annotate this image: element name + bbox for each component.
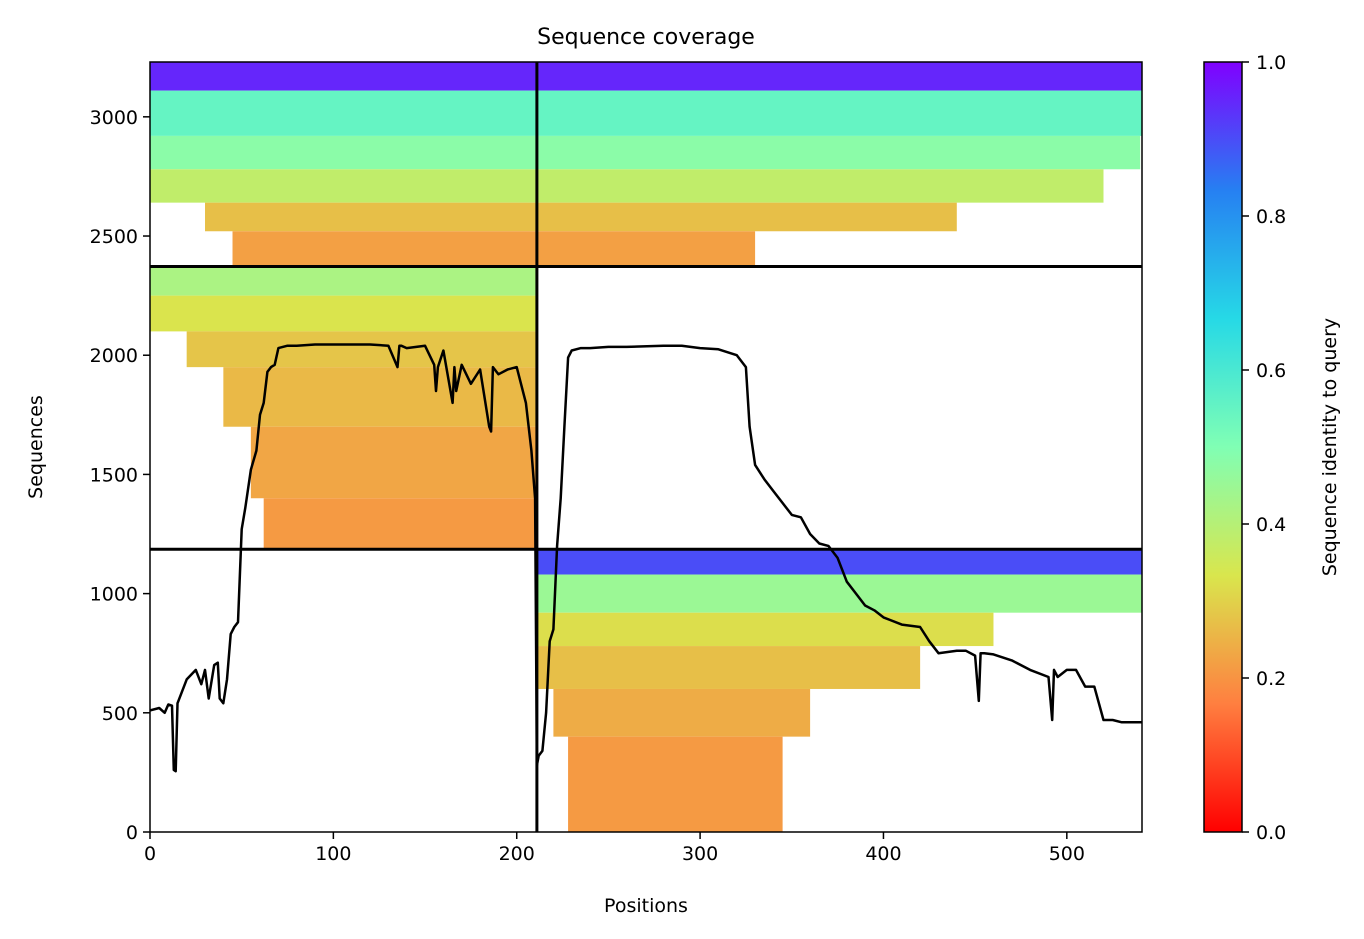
- coverage-span-1-5: [263, 498, 537, 550]
- coverage-span-0-2: [150, 90, 537, 136]
- coverage-span-2-5: [568, 736, 783, 832]
- x-axis-label: Positions: [604, 895, 688, 917]
- coverage-span-0-5: [536, 135, 1141, 170]
- colorbar-tick-label: 0.2: [1256, 668, 1286, 690]
- y-tick-label: 2000: [90, 345, 138, 367]
- x-tick-label: 400: [865, 843, 901, 865]
- coverage-span-0-7: [536, 169, 1104, 203]
- chart-title: Sequence coverage: [537, 25, 755, 50]
- coverage-span-0-6: [150, 169, 537, 203]
- coverage-span-2-1: [536, 574, 1142, 613]
- y-axis: 0 500 1000 1500 2000 2500 3000: [90, 107, 150, 844]
- coverage-span-2-3: [536, 646, 921, 689]
- coverage-span-2-2: [536, 612, 994, 647]
- coverage-span-1-1: [150, 295, 537, 332]
- coverage-span-1-0: [150, 266, 537, 296]
- colorbar-tick-label: 1.0: [1256, 52, 1286, 74]
- coverage-span-0-1: [536, 62, 1142, 91]
- colorbar-tick-label: 0.0: [1256, 822, 1286, 844]
- plot-frame: [149, 61, 1143, 833]
- colorbar-gradient: [1203, 61, 1243, 833]
- x-tick-label: 300: [682, 843, 718, 865]
- colorbar-tick-label: 0.4: [1256, 514, 1286, 536]
- coverage-span-0-3: [536, 90, 1142, 136]
- colorbar-tick-label: 0.6: [1256, 360, 1286, 382]
- y-tick-label: 2500: [90, 226, 138, 248]
- colorbar-label: Sequence identity to query: [1319, 318, 1341, 576]
- x-tick-label: 0: [144, 843, 156, 865]
- coverage-span-1-3: [223, 367, 537, 427]
- coverage-span-2-4: [553, 688, 811, 737]
- coverage-span-0-0: [150, 62, 537, 91]
- y-axis-label: Sequences: [25, 395, 47, 499]
- y-tick-label: 1500: [90, 464, 138, 486]
- y-tick-label: 3000: [90, 107, 138, 129]
- colorbar-ticks: 0.0 0.2 0.4 0.6 0.8 1.0: [1242, 52, 1286, 844]
- coverage-line-layer: [150, 343, 1142, 773]
- colorbar: 0.0 0.2 0.4 0.6 0.8 1.0 Sequence identity to …: [1203, 52, 1341, 844]
- coverage-span-0-11: [536, 231, 756, 267]
- coverage-span-0-9: [536, 202, 957, 232]
- coverage-span-0-10: [232, 231, 537, 267]
- x-tick-label: 200: [499, 843, 535, 865]
- y-tick-label: 500: [102, 703, 138, 725]
- colorbar-tick-label: 0.8: [1256, 206, 1286, 228]
- coverage-span-0-8: [205, 202, 537, 232]
- x-tick-label: 100: [315, 843, 351, 865]
- coverage-span-1-4: [250, 426, 537, 499]
- coverage-line-0: [150, 343, 1142, 773]
- y-tick-label: 0: [126, 822, 138, 844]
- x-axis: 0 100 200 300 400 500: [144, 832, 1085, 865]
- coverage-heatmap: [150, 62, 1142, 832]
- y-tick-label: 1000: [90, 584, 138, 606]
- coverage-span-0-4: [150, 135, 537, 170]
- x-tick-label: 500: [1049, 843, 1085, 865]
- coverage-span-1-2: [186, 331, 537, 368]
